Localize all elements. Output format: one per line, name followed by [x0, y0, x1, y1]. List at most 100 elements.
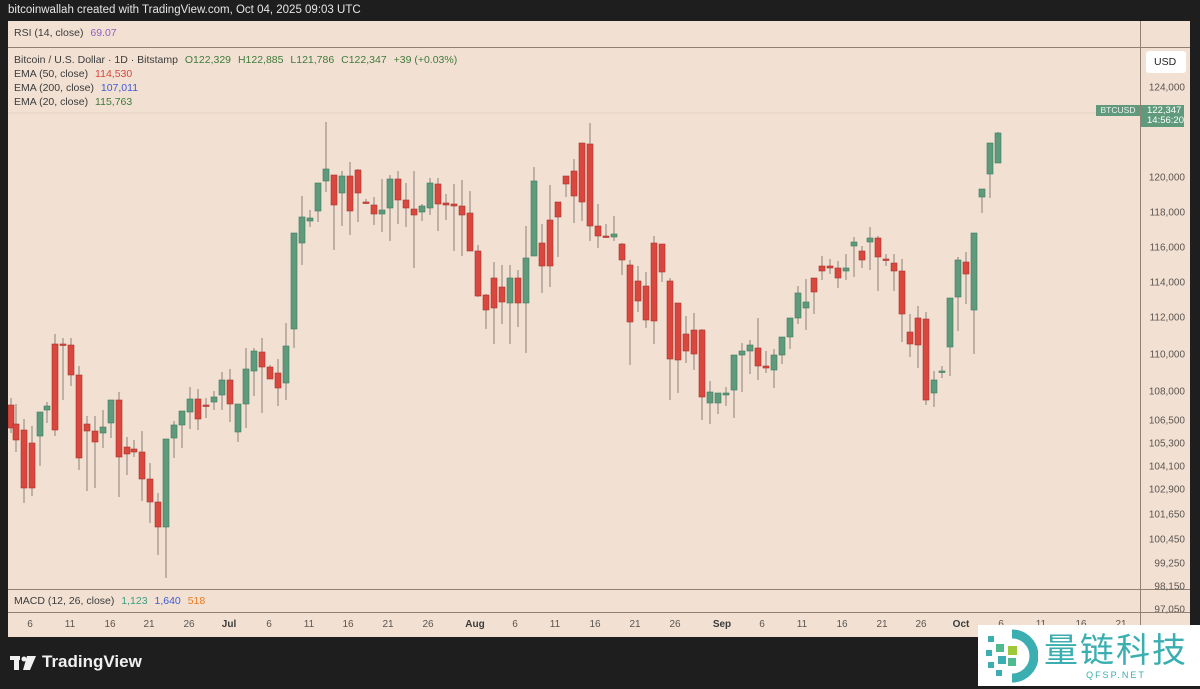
candle-down	[458, 205, 466, 216]
candle-up	[706, 391, 714, 404]
candle-up	[322, 168, 330, 182]
candle-down	[578, 142, 586, 203]
last-price-tag: 122,347 14:56:20	[1141, 105, 1184, 127]
candle-down	[28, 442, 36, 489]
candle-down	[882, 258, 890, 261]
candle-down	[83, 423, 91, 432]
candle-down	[626, 264, 634, 323]
price-axis-label: 124,000	[1148, 82, 1185, 94]
candle-up	[170, 424, 178, 439]
candle-down	[690, 329, 698, 355]
candle-down	[562, 175, 570, 185]
candle-down	[330, 174, 338, 206]
candle-up	[234, 403, 242, 433]
price-axis[interactable]: 124,000 120,000 118,000 116,000 114,000 112,0…	[1140, 48, 1191, 616]
candle-up	[866, 237, 874, 243]
price-axis-label: 114,000	[1149, 277, 1185, 289]
candle-up	[986, 142, 994, 175]
ohlc-change: +39 (+0.03%)	[393, 54, 458, 66]
candle-up	[730, 354, 738, 391]
candle-down	[666, 280, 674, 360]
time-axis-label: 21	[629, 619, 641, 630]
candle-up	[290, 232, 298, 330]
candlestick-series[interactable]	[8, 48, 1140, 589]
candle-down	[450, 203, 458, 207]
time-axis-label: 6	[759, 619, 765, 630]
candle-down	[123, 446, 131, 455]
ema50-label: EMA (50, close)	[14, 68, 89, 80]
price-axis-label: 99,250	[1154, 558, 1185, 570]
candle-down	[410, 208, 418, 216]
ema200-label: EMA (200, close)	[14, 82, 94, 94]
time-axis-label: 16	[589, 619, 601, 630]
ema20-label: EMA (20, close)	[14, 96, 89, 108]
candle-down	[594, 225, 602, 237]
candle-down	[810, 277, 818, 293]
price-axis-label: 118,000	[1149, 207, 1185, 219]
ohlc-close: C122,347	[341, 54, 387, 66]
candle-down	[474, 250, 482, 297]
candle-up	[738, 350, 746, 356]
candle-down	[834, 267, 842, 279]
time-axis-label: 11	[64, 619, 76, 630]
candle-down	[130, 448, 138, 453]
candle-down	[258, 351, 266, 368]
candle-up	[282, 345, 290, 384]
price-axis-label: 120,000	[1148, 172, 1185, 184]
time-axis-label: 6	[512, 619, 518, 630]
candle-up	[994, 132, 1002, 164]
ohlc-high: H122,885	[237, 54, 284, 66]
chart-frame: RSI (14, close) 69.07 Bitcoin / U.S. Dol…	[8, 21, 1190, 637]
candle-down	[906, 331, 914, 345]
candle-up	[386, 178, 394, 209]
candle-down	[898, 270, 906, 315]
candle-up	[298, 216, 306, 244]
candle-up	[746, 344, 754, 352]
price-pane[interactable]: Bitcoin / U.S. Dollar · 1D · Bitstamp O1…	[8, 48, 1191, 616]
candle-down	[826, 265, 834, 269]
candle-down	[394, 178, 402, 201]
time-axis[interactable]: 6 11 16 21 26 Jul 6 11 16 21 26 Aug 6 11 16 21 26 Sep 6 11 1…	[8, 613, 1190, 637]
time-axis-label: 11	[796, 619, 808, 630]
time-axis-label: Aug	[465, 619, 485, 630]
candle-down	[20, 429, 28, 489]
candle-down	[75, 374, 83, 459]
currency-button[interactable]: USD	[1146, 51, 1186, 73]
ema50-legend: EMA (50, close) 114,530	[14, 68, 136, 80]
candle-down	[482, 294, 490, 311]
symbol-legend: Bitcoin / U.S. Dollar · 1D · Bitstamp O1…	[14, 54, 461, 66]
candle-up	[930, 379, 938, 394]
candle-down	[874, 237, 882, 258]
candle-up	[178, 410, 186, 426]
candle-down	[762, 365, 770, 369]
bar-countdown: 14:56:20	[1147, 115, 1184, 126]
candle-down	[818, 265, 826, 272]
price-axis-label: 105,300	[1148, 438, 1185, 450]
symbol-title: Bitcoin / U.S. Dollar · 1D · Bitstamp	[14, 54, 178, 66]
ema200-legend: EMA (200, close) 107,011	[14, 82, 142, 94]
candle-up	[250, 350, 258, 372]
candle-down	[370, 204, 378, 215]
ohlc-low: L121,786	[290, 54, 335, 66]
watermark-text-en: QFSP.NET	[1086, 669, 1146, 680]
candle-down	[402, 199, 410, 209]
candle-down	[442, 202, 450, 206]
time-axis-label: 21	[382, 619, 394, 630]
time-axis-label: 16	[104, 619, 116, 630]
time-axis-label: Oct	[952, 619, 970, 630]
candle-down	[12, 423, 20, 441]
time-axis-label: 26	[422, 619, 434, 630]
candle-up	[786, 317, 794, 338]
candle-down	[962, 261, 970, 275]
candle-up	[778, 336, 786, 356]
time-axis-label: 11	[303, 619, 315, 630]
candle-up	[162, 438, 170, 528]
candle-down	[554, 201, 562, 218]
time-axis-label: 16	[1075, 619, 1086, 630]
time-axis-label: Sep	[712, 619, 732, 630]
candle-up	[506, 277, 514, 304]
candle-up	[218, 379, 226, 396]
tradingview-mark-icon	[10, 655, 36, 670]
candle-down	[59, 343, 67, 346]
candle-up	[314, 182, 322, 212]
